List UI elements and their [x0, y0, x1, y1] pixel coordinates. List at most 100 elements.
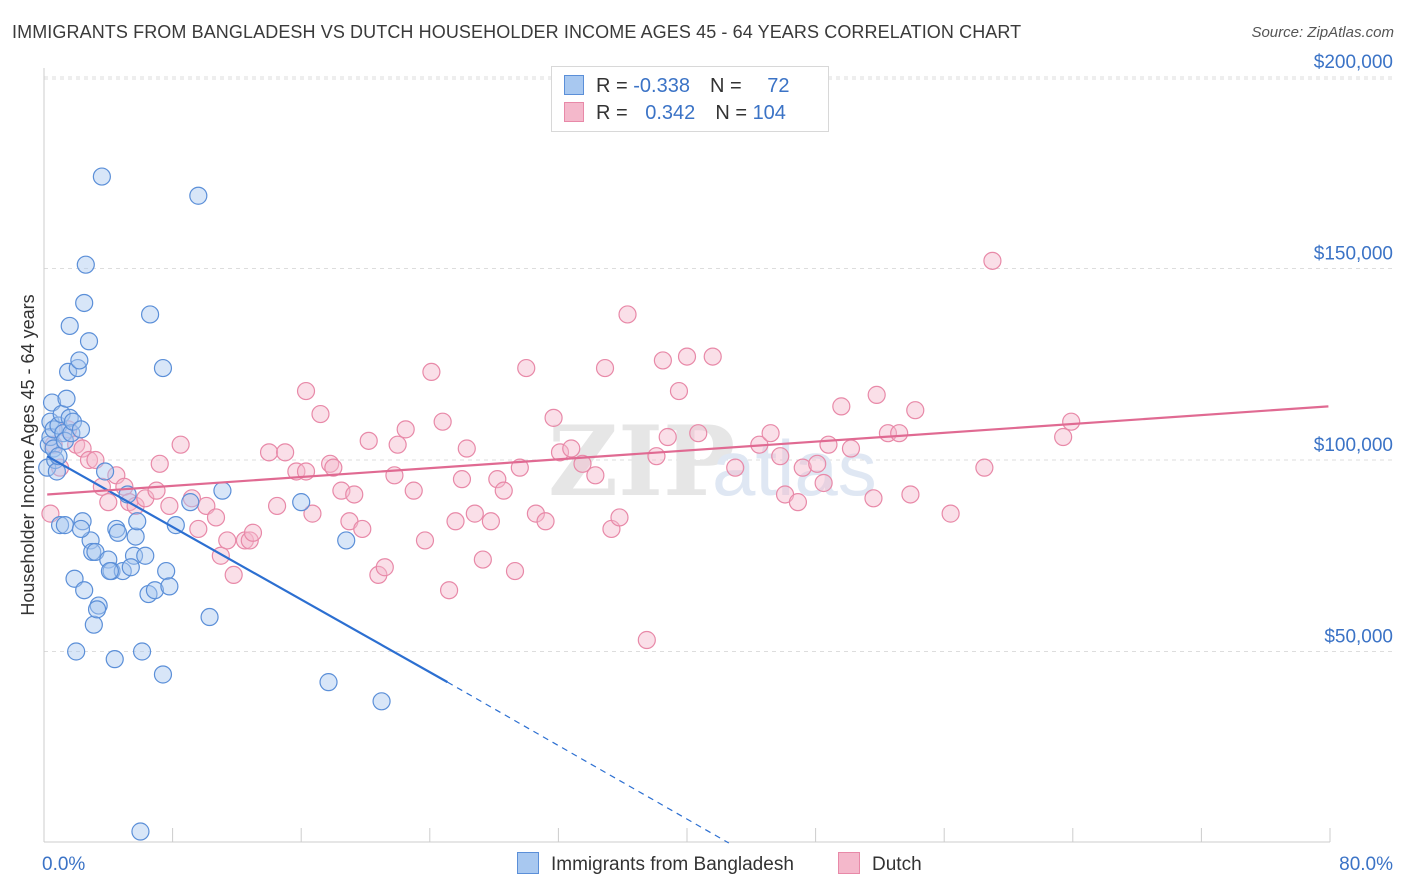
data-point [200, 607, 219, 627]
data-point [84, 615, 103, 634]
data-point [145, 581, 165, 600]
source-label: Source: ZipAtlas.com [1251, 24, 1394, 41]
x-tick-label-max: 80.0% [1339, 854, 1393, 875]
data-point [610, 508, 629, 527]
data-point [68, 358, 87, 378]
legend-r-label: R = [596, 75, 634, 97]
dutch-points [41, 251, 1081, 650]
y-axis-label: Householder Income Ages 45 - 64 years [18, 294, 38, 615]
data-point [292, 493, 311, 512]
data-point [771, 447, 790, 466]
data-point [658, 427, 677, 447]
data-point [73, 512, 92, 531]
data-point [189, 186, 208, 205]
data-point [637, 630, 656, 650]
data-point [1062, 412, 1081, 431]
data-point [60, 316, 79, 336]
bottom-legend-label: Immigrants from Bangladesh [551, 854, 794, 875]
data-point [218, 531, 237, 550]
data-point [71, 420, 91, 439]
data-point [465, 504, 484, 523]
data-point [573, 454, 592, 473]
bottom-legend-dutch: Dutch [838, 852, 922, 878]
data-point [67, 642, 86, 661]
data-point [287, 462, 306, 481]
data-point [761, 424, 780, 443]
data-point [647, 447, 666, 466]
data-point [92, 167, 111, 186]
data-point [901, 485, 920, 504]
legend-row-dutch: R = 0.342 N = 104 [564, 102, 786, 128]
data-point [324, 458, 343, 477]
trend-line-bangladesh [46, 455, 449, 684]
grid-lines [44, 76, 1395, 652]
data-point [99, 550, 118, 569]
data-point [105, 650, 124, 669]
legend-r-label: R = [596, 102, 634, 124]
data-point [57, 389, 76, 408]
axes [43, 68, 1331, 843]
data-point [494, 481, 513, 500]
data-point [259, 443, 279, 462]
data-point [422, 362, 441, 382]
legend-n-value: 72 [767, 75, 790, 97]
data-point [108, 523, 128, 542]
watermark: ZIP atlas [548, 405, 877, 518]
bottom-legend-swatch-blue [517, 852, 539, 874]
axis-labels: $50,000 $100,000 $150,000 $200,000 0.0% 80.0%… [18, 52, 1393, 875]
data-point [71, 519, 91, 539]
data-point [439, 581, 459, 600]
data-point [867, 385, 886, 404]
y-tick-label: $200,000 [1314, 52, 1393, 73]
data-point [473, 550, 492, 569]
data-point [510, 458, 529, 477]
data-point [536, 512, 555, 531]
data-point [70, 351, 89, 370]
bangladesh-points [38, 167, 391, 841]
data-point [481, 512, 500, 531]
x-tick-label-min: 0.0% [42, 854, 85, 875]
data-point [814, 473, 833, 493]
data-point [808, 454, 827, 473]
legend-n-label: N = [709, 75, 748, 97]
data-point [359, 431, 378, 450]
data-point [618, 305, 637, 324]
data-point [87, 600, 107, 619]
data-point [276, 443, 295, 462]
bottom-legend-bangladesh: Immigrants from Bangladesh [517, 852, 794, 878]
legend-row-bangladesh: R = -0.338 N = 72 [564, 75, 789, 101]
legend-r-value: -0.338 [633, 75, 690, 97]
data-point [337, 531, 356, 550]
data-point [157, 561, 176, 581]
data-point [793, 458, 812, 477]
data-point [890, 424, 909, 443]
legend-n-label: N = [715, 102, 753, 124]
data-point [433, 412, 452, 431]
data-point [677, 347, 697, 366]
data-point [544, 408, 563, 427]
data-point [79, 450, 99, 470]
data-point [841, 439, 861, 458]
data-point [819, 435, 838, 454]
data-point [669, 381, 689, 401]
data-point [526, 504, 545, 523]
data-point [1054, 427, 1073, 447]
data-point [372, 692, 391, 711]
data-point [79, 332, 99, 351]
data-point [126, 527, 145, 546]
data-point [95, 462, 115, 481]
data-point [132, 642, 152, 661]
data-point [136, 546, 155, 565]
data-point [55, 516, 74, 535]
trend-line-dutch [47, 405, 1329, 496]
data-point [517, 358, 536, 378]
data-point [388, 435, 407, 454]
data-point [832, 397, 851, 416]
watermark-zip: ZIP [548, 405, 735, 518]
data-point [983, 251, 1002, 270]
data-point [153, 665, 173, 684]
trend-line-bangladesh-extrapolated [447, 681, 730, 844]
data-point [906, 401, 925, 420]
data-point [128, 512, 147, 531]
data-point [59, 362, 78, 382]
